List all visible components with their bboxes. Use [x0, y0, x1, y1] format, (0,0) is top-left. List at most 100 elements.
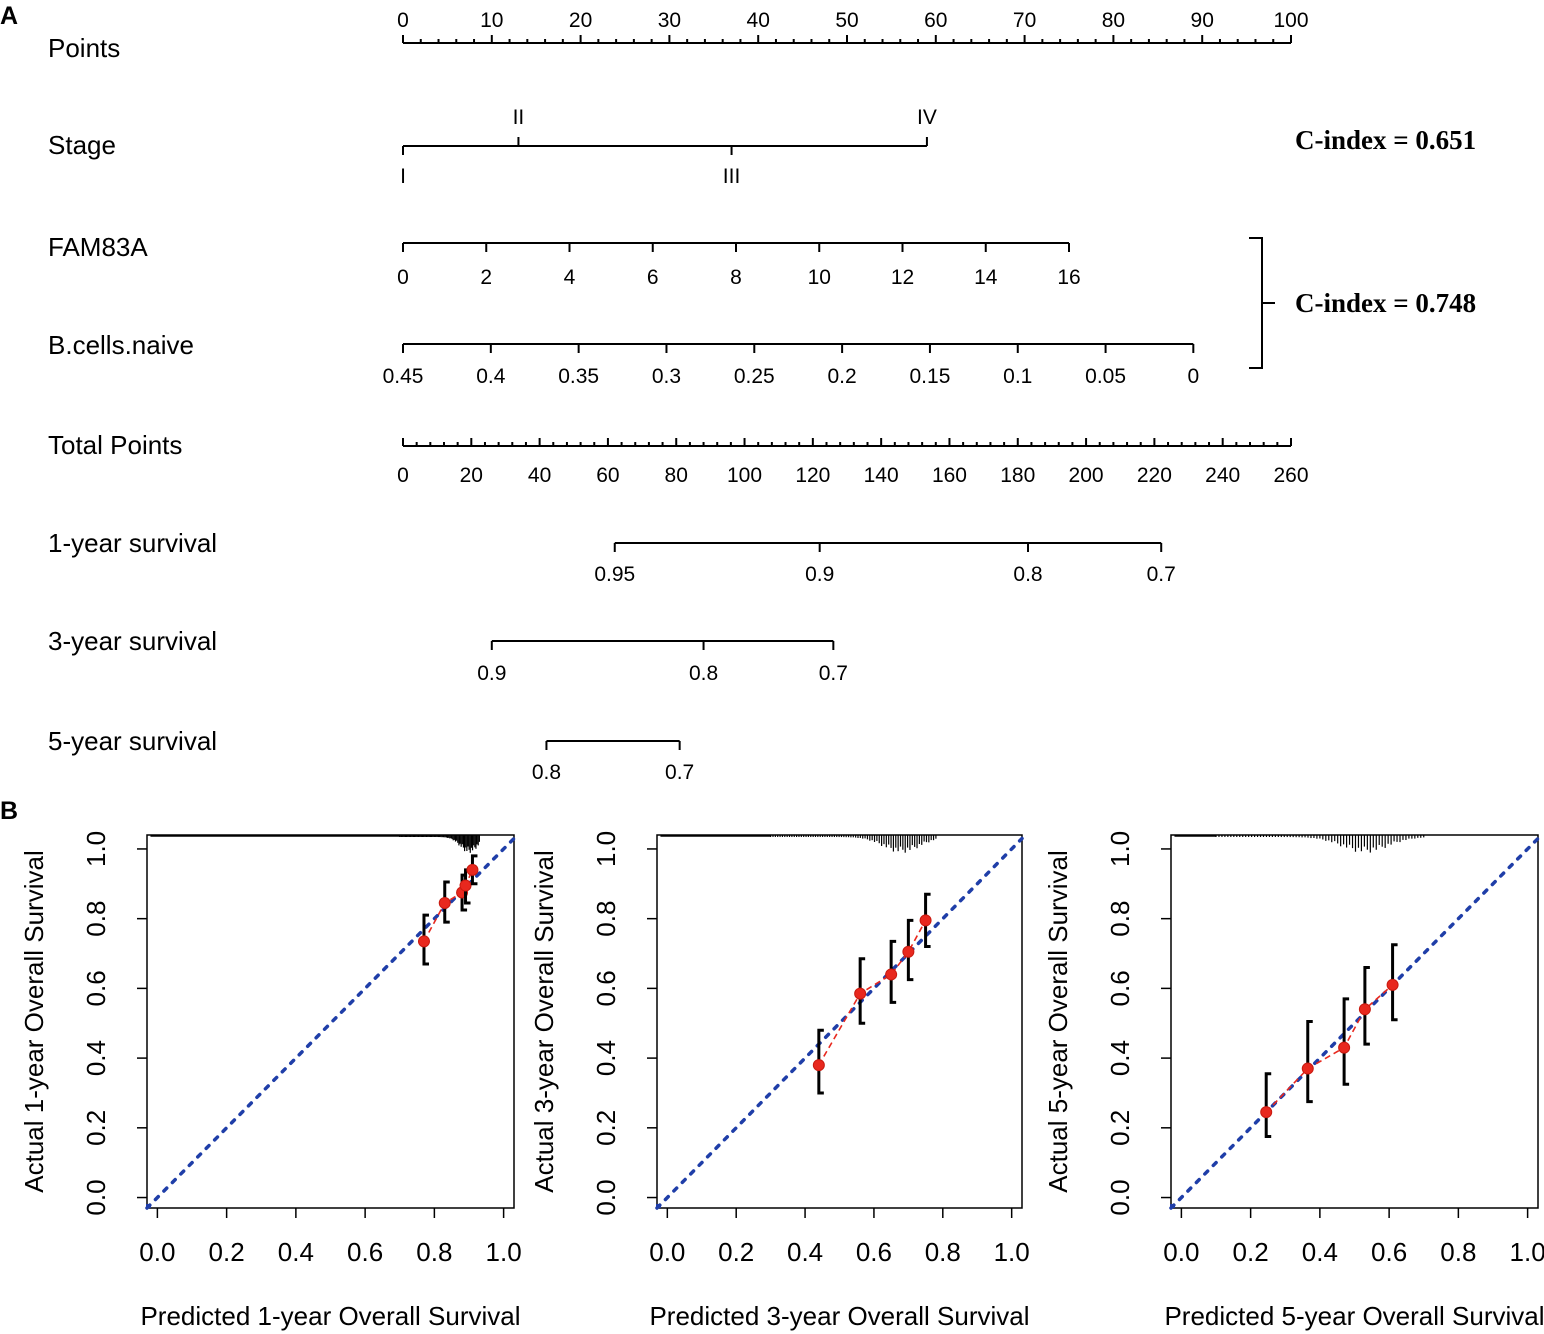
- y-tick-label: 0.2: [81, 1110, 111, 1146]
- tick-label-points: 30: [658, 9, 681, 32]
- observed-calibration-line: [818, 920, 927, 1066]
- calibration-point: [919, 914, 932, 927]
- tick-label-y1: 0.8: [1013, 563, 1042, 586]
- tick-label-total: 240: [1205, 464, 1240, 487]
- tick-label-points: 20: [569, 9, 592, 32]
- y-tick-label: 0.4: [1105, 1040, 1135, 1076]
- x-tick-label: 0.0: [649, 1237, 685, 1267]
- y-tick-label: 0.0: [81, 1179, 111, 1215]
- calibration-point: [812, 1059, 825, 1072]
- calibration-point: [902, 945, 915, 958]
- tick-label-y3: 0.7: [819, 662, 848, 685]
- row-label-y3: 3-year survival: [48, 626, 217, 656]
- y-axis-title: Actual 1-year Overall Survival: [19, 850, 49, 1192]
- x-tick-label: 0.2: [209, 1237, 245, 1267]
- y-tick-label: 0.6: [591, 970, 621, 1006]
- tick-label-points: 40: [747, 9, 770, 32]
- tick-label-bcells: 0.35: [558, 365, 599, 388]
- tick-label-total: 0: [397, 464, 409, 487]
- plot-frame: [656, 834, 1023, 1209]
- tick-label-total: 220: [1137, 464, 1172, 487]
- x-tick-label: 1.0: [486, 1237, 522, 1267]
- tick-label-y1: 0.95: [594, 563, 635, 586]
- row-label-bcells: B.cells.naive: [48, 330, 194, 360]
- tick-label-bcells: 0.4: [476, 365, 506, 388]
- error-bar: [1264, 1072, 1272, 1139]
- tick-label-points: 90: [1191, 9, 1214, 32]
- c-index-combined: C-index = 0.748: [1295, 288, 1476, 318]
- tick-label-points: 80: [1102, 9, 1125, 32]
- tick-label-stage: III: [723, 165, 741, 188]
- c-index-stage: C-index = 0.651: [1295, 125, 1476, 155]
- tick-label-bcells: 0.05: [1085, 365, 1126, 388]
- row-label-y5: 5-year survival: [48, 726, 217, 756]
- tick-label-bcells: 0.25: [734, 365, 775, 388]
- y-tick-label: 1.0: [591, 831, 621, 867]
- origin-marker: [656, 1204, 661, 1208]
- tick-label-y1: 0.9: [805, 563, 834, 586]
- y-tick-label: 0.8: [81, 901, 111, 937]
- tick-label-total: 180: [1000, 464, 1035, 487]
- tick-label-y5: 0.7: [665, 761, 694, 784]
- error-bar: [1306, 1020, 1313, 1104]
- x-tick-label: 0.4: [787, 1237, 823, 1267]
- y-tick-label: 0.0: [1105, 1179, 1135, 1215]
- y-axis-title: Actual 5-year Overall Survival: [1043, 850, 1073, 1192]
- x-axis-title: Predicted 5-year Overall Survival: [1164, 1301, 1544, 1331]
- calibration-point: [1260, 1106, 1273, 1119]
- calibration-point: [438, 896, 451, 909]
- tick-label-fam83a: 12: [891, 266, 914, 289]
- y-tick-label: 0.8: [1105, 901, 1135, 937]
- tick-label-total: 140: [864, 464, 899, 487]
- calibration-point: [459, 879, 472, 892]
- tick-label-stage: II: [513, 106, 525, 129]
- tick-label-stage: I: [400, 165, 406, 188]
- x-tick-label: 0.2: [718, 1237, 754, 1267]
- tick-label-fam83a: 14: [974, 266, 998, 289]
- ideal-reference-line: [1169, 836, 1540, 1210]
- tick-label-total: 100: [727, 464, 762, 487]
- x-tick-label: 0.6: [856, 1237, 892, 1267]
- tick-label-points: 50: [835, 9, 858, 32]
- tick-label-fam83a: 6: [647, 266, 659, 289]
- x-tick-label: 0.4: [278, 1237, 314, 1267]
- y-tick-label: 0.8: [591, 901, 621, 937]
- x-tick-label: 0.0: [1163, 1237, 1199, 1267]
- tick-label-total: 120: [795, 464, 830, 487]
- panel-label-b: B: [0, 797, 18, 825]
- calibration-point: [854, 987, 867, 1000]
- origin-marker: [1170, 1204, 1175, 1208]
- error-bar: [1342, 997, 1350, 1086]
- nomogram-panel: A Points 0 10 20 30 40 50 60 70 80 90 100 Stage II IV I…: [0, 2, 1476, 784]
- tick-label-total: 40: [528, 464, 551, 487]
- tick-label-bcells: 0: [1187, 365, 1199, 388]
- x-axis-title: Predicted 3-year Overall Survival: [649, 1301, 1029, 1331]
- x-tick-label: 0.6: [347, 1237, 383, 1267]
- y-tick-label: 0.4: [81, 1040, 111, 1076]
- tick-label-fam83a: 16: [1057, 266, 1080, 289]
- x-tick-label: 0.0: [139, 1237, 175, 1267]
- tick-label-bcells: 0.15: [910, 365, 951, 388]
- calibration-point: [1301, 1062, 1314, 1075]
- tick-label-points: 70: [1013, 9, 1036, 32]
- x-tick-label: 0.8: [1440, 1237, 1476, 1267]
- x-tick-label: 0.8: [925, 1237, 961, 1267]
- x-tick-label: 0.8: [416, 1237, 452, 1267]
- x-tick-label: 0.2: [1233, 1237, 1269, 1267]
- x-tick-label: 0.4: [1302, 1237, 1338, 1267]
- y-tick-label: 0.6: [1105, 970, 1135, 1006]
- row-label-total: Total Points: [48, 430, 182, 460]
- tick-label-total: 200: [1069, 464, 1104, 487]
- tick-label-y3: 0.8: [689, 662, 718, 685]
- x-tick-label: 0.6: [1371, 1237, 1407, 1267]
- tick-label-bcells: 0.2: [828, 365, 857, 388]
- y-tick-label: 1.0: [1105, 831, 1135, 867]
- tick-label-points: 0: [397, 9, 409, 32]
- row-label-stage: Stage: [48, 130, 116, 160]
- tick-label-fam83a: 2: [480, 266, 492, 289]
- tick-label-points: 60: [924, 9, 947, 32]
- tick-label-fam83a: 10: [808, 266, 831, 289]
- tick-label-points: 100: [1273, 9, 1308, 32]
- row-label-y1: 1-year survival: [48, 528, 217, 558]
